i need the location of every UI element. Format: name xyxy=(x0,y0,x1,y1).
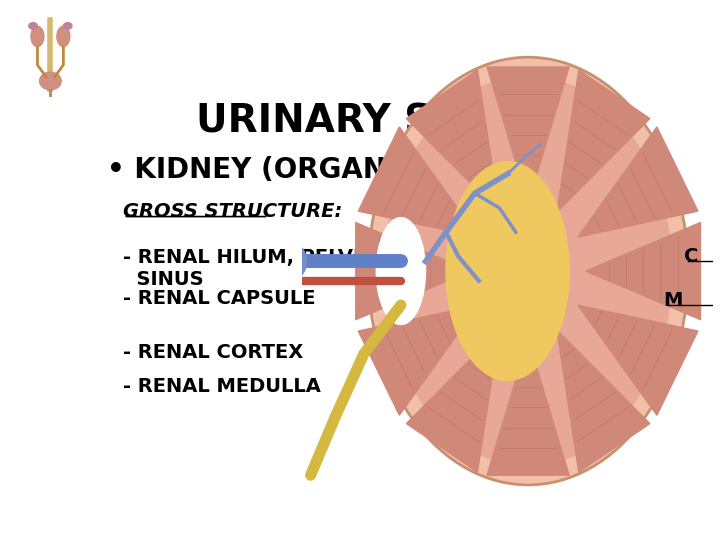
Ellipse shape xyxy=(63,23,72,29)
Text: - RENAL MEDULLA: - RENAL MEDULLA xyxy=(124,377,321,396)
Ellipse shape xyxy=(450,169,565,373)
Polygon shape xyxy=(356,222,471,320)
Polygon shape xyxy=(585,222,701,320)
Ellipse shape xyxy=(446,161,569,380)
Ellipse shape xyxy=(384,77,672,465)
Ellipse shape xyxy=(40,72,61,90)
Text: M: M xyxy=(664,291,683,310)
Text: - RENAL CORTEX: - RENAL CORTEX xyxy=(124,343,304,362)
Polygon shape xyxy=(406,70,500,212)
Ellipse shape xyxy=(31,26,44,46)
Text: • KIDNEY (ORGANIZATION): • KIDNEY (ORGANIZATION) xyxy=(107,156,524,184)
Polygon shape xyxy=(557,70,650,212)
Polygon shape xyxy=(557,330,650,472)
Text: GROSS STRUCTURE:: GROSS STRUCTURE: xyxy=(124,202,343,221)
Polygon shape xyxy=(487,67,569,203)
Polygon shape xyxy=(578,305,698,415)
Ellipse shape xyxy=(368,57,688,485)
Text: URINARY SYSTEM: URINARY SYSTEM xyxy=(196,102,580,140)
Ellipse shape xyxy=(57,26,70,46)
Polygon shape xyxy=(487,339,569,475)
Polygon shape xyxy=(359,127,478,237)
Polygon shape xyxy=(406,330,500,472)
Ellipse shape xyxy=(29,23,37,29)
Polygon shape xyxy=(359,305,478,415)
Text: C: C xyxy=(684,247,698,266)
Ellipse shape xyxy=(282,244,307,278)
Text: - RENAL HILUM, PELVIS, AND
  SINUS: - RENAL HILUM, PELVIS, AND SINUS xyxy=(124,248,436,289)
Text: - RENAL CAPSULE: - RENAL CAPSULE xyxy=(124,289,316,308)
Polygon shape xyxy=(578,127,698,237)
Ellipse shape xyxy=(377,218,426,325)
